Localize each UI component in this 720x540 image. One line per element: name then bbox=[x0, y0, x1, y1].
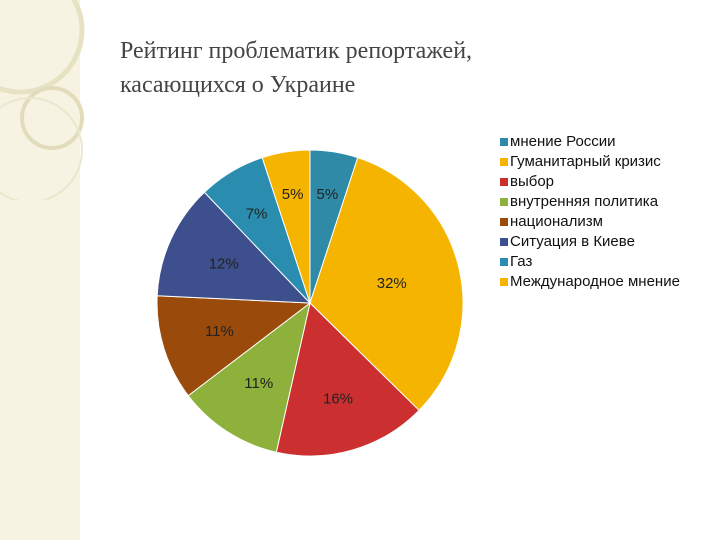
pie-slice-8 bbox=[261, 149, 311, 304]
legend-item: Гуманитарный кризис bbox=[500, 152, 705, 172]
chart-legend: мнение России Гуманитарный кризис выбор вну… bbox=[500, 132, 705, 292]
legend-swatch bbox=[500, 278, 508, 286]
title-line-2: касающихся о Украине bbox=[120, 72, 356, 98]
legend-item: Газ bbox=[500, 252, 705, 272]
legend-swatch bbox=[500, 198, 508, 206]
pie-chart: 5% 32% 16% 11% 11% 12% 7% 5% bbox=[156, 149, 464, 457]
slice-data-label-6: 12% bbox=[209, 256, 239, 273]
pie-slice-4 bbox=[187, 301, 311, 453]
decorative-circles bbox=[0, 0, 85, 200]
slice-data-label-4: 11% bbox=[244, 375, 273, 392]
pie-slice-5 bbox=[156, 295, 312, 397]
legend-label: Газ bbox=[510, 253, 533, 270]
legend-item: мнение России bbox=[500, 132, 705, 152]
legend-swatch bbox=[500, 218, 508, 226]
slice-data-label-5: 11% bbox=[205, 323, 234, 340]
legend-item: национализм bbox=[500, 212, 705, 232]
legend-item: внутренняя политика bbox=[500, 192, 705, 212]
legend-label: Ситуация в Киеве bbox=[510, 233, 635, 250]
slice-data-label-1: 5% bbox=[317, 186, 339, 203]
slice-data-label-3: 16% bbox=[323, 390, 353, 407]
legend-label: выбор bbox=[510, 173, 555, 190]
slice-data-label-2: 32% bbox=[377, 275, 407, 292]
legend-label: Международное мнение bbox=[510, 273, 680, 290]
slice-data-label-8: 5% bbox=[282, 186, 304, 203]
legend-swatch bbox=[500, 178, 508, 186]
legend-swatch bbox=[500, 138, 508, 146]
pie-slice-2 bbox=[309, 157, 464, 412]
title-line-1: Рейтинг проблематик репортажей, bbox=[120, 38, 473, 64]
legend-label: Гуманитарный кризис bbox=[510, 153, 661, 170]
legend-swatch bbox=[500, 158, 508, 166]
legend-item: Ситуация в Киеве bbox=[500, 232, 705, 252]
legend-label: мнение России bbox=[510, 133, 616, 150]
legend-item: выбор bbox=[500, 172, 705, 192]
slice-data-label-7: 7% bbox=[246, 206, 268, 223]
legend-item: Международное мнение bbox=[500, 272, 705, 292]
pie-slice-6 bbox=[156, 191, 312, 304]
slide-title: Рейтинг проблематик репортажей, касающих… bbox=[120, 34, 640, 102]
legend-label: внутренняя политика bbox=[510, 193, 659, 210]
pie-slice-3 bbox=[275, 302, 420, 457]
legend-label: национализм bbox=[510, 213, 603, 230]
legend-swatch bbox=[500, 258, 508, 266]
legend-swatch bbox=[500, 238, 508, 246]
